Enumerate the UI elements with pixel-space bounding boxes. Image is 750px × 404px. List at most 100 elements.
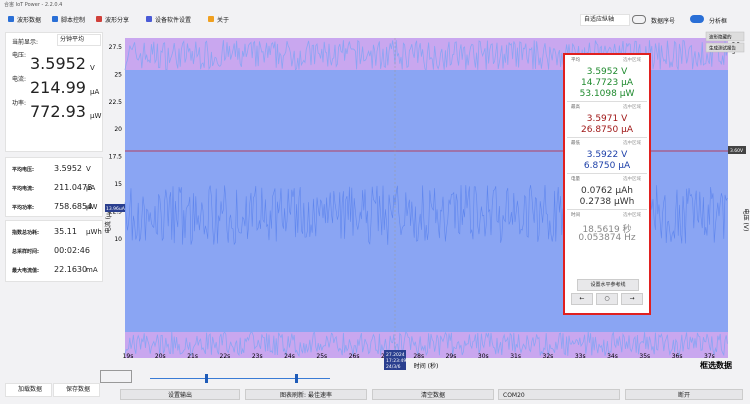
menu-icon[interactable] <box>8 16 14 22</box>
x-tick-label: 30s <box>478 353 489 360</box>
x-tick-label: 36s <box>672 353 683 360</box>
nav-button[interactable]: → <box>621 293 643 305</box>
menu-item[interactable]: 关于 <box>217 17 230 24</box>
x-tick-label: 20s <box>155 353 166 360</box>
x-tick-label: 21s <box>187 353 198 360</box>
divider <box>567 173 647 174</box>
x-tick-label: 29s <box>446 353 457 360</box>
live-unit: μW <box>90 112 102 120</box>
section-value: 14.7723 μA <box>581 78 633 88</box>
side-button[interactable] <box>705 31 745 42</box>
toolbar-item[interactable]: 清空数据 <box>372 389 494 400</box>
stat-label: 平均电流: <box>12 186 34 192</box>
stat-value: 22.1630 <box>54 265 88 274</box>
section-value: 26.8750 μA <box>581 125 633 135</box>
live-panel <box>5 32 103 152</box>
y-tick-label: 10 <box>114 236 122 243</box>
stat-label: 平均电压: <box>12 167 34 173</box>
marker-bg <box>105 204 125 212</box>
live-unit: μA <box>90 88 100 96</box>
analysis-panel: 平均 选中区域 3.5952 V 14.7723 μA 53.1098 μW 最高 选中区域… <box>563 53 651 315</box>
save-button[interactable]: 保存数据 <box>53 383 100 397</box>
stat-value: 00:02:46 <box>54 246 90 255</box>
toggle-on[interactable] <box>690 15 704 23</box>
button-label: 加载数据 <box>18 386 43 393</box>
divider <box>567 209 647 210</box>
stat-value: 3.5952 <box>54 164 82 173</box>
zoom-icon[interactable] <box>100 370 132 383</box>
label: 当前显示: <box>12 39 39 46</box>
slider-handle[interactable] <box>205 374 208 383</box>
x-tick-label: 35s <box>639 353 650 360</box>
stat-value: 35.11 <box>54 227 77 236</box>
section-value: 53.1098 μW <box>579 89 635 99</box>
toggle[interactable] <box>632 15 646 24</box>
live-value: 214.99 <box>30 78 86 97</box>
section-value: 3.5952 V <box>586 67 628 77</box>
menu-item[interactable]: 波形分享 <box>105 17 130 24</box>
section-title: 最低 <box>571 141 580 146</box>
section-title: 电量 <box>571 177 580 182</box>
panel <box>5 157 103 217</box>
y-tick-label: 27.5 <box>109 44 123 51</box>
toolbar-item[interactable]: COM20 <box>498 389 620 400</box>
x-tick-label: 23s <box>252 353 263 360</box>
axis-mode-select[interactable]: 自适应纵轴 <box>580 14 630 26</box>
x-tick-label: 28s <box>413 353 424 360</box>
menu-item[interactable]: 脚本控制 <box>61 17 86 24</box>
cursor-box <box>384 350 406 370</box>
toggle-label: 分析框 <box>709 18 728 25</box>
menu-icon[interactable] <box>96 16 102 22</box>
voltage-marker: 3.60V <box>730 148 744 154</box>
x-tick-label: 32s <box>543 353 554 360</box>
set-button[interactable]: 设置水平参考线 <box>577 279 639 291</box>
section-scope: 选中区域 <box>623 177 641 182</box>
section-title: 最高 <box>571 105 580 110</box>
toggle-label: 数据序号 <box>651 18 676 25</box>
nav-button[interactable]: ← <box>571 293 593 305</box>
section-value: 3.5971 V <box>586 114 628 124</box>
section-scope: 选中区域 <box>623 141 641 146</box>
section-value: 0.053874 Hz <box>578 233 636 243</box>
side-button-label: 波形隐藏的 <box>709 34 732 41</box>
y2-tick-label: 5 <box>732 50 735 56</box>
window-title: 合宙 IoT Power - 2.2.0.4 <box>4 2 63 8</box>
divider <box>567 101 647 102</box>
section-scope: 选中区域 <box>623 213 641 218</box>
live-value: 772.93 <box>30 102 86 121</box>
toolbar-item[interactable]: 图表刷新: 最佳速率 <box>245 389 367 400</box>
x-tick-label: 34s <box>607 353 618 360</box>
menu-item[interactable]: 设备软件设置 <box>155 17 192 24</box>
toolbar-item[interactable]: 断开 <box>625 389 743 400</box>
side-button[interactable] <box>705 42 745 53</box>
current-marker: 13.96uA <box>106 206 126 212</box>
menu-item[interactable]: 波形数据 <box>17 17 42 24</box>
nav-button[interactable]: ○ <box>596 293 618 305</box>
section-scope: 选中区域 <box>623 105 641 110</box>
slider-handle[interactable] <box>295 374 298 383</box>
y-axis-label: 电流 (μA) <box>104 207 112 234</box>
toolbar-item[interactable]: 设置输出 <box>120 389 240 400</box>
y-tick-label: 15 <box>114 181 122 188</box>
noise-bottom <box>124 331 728 358</box>
range-slider[interactable] <box>150 378 330 379</box>
y-tick-label: 20 <box>114 126 122 133</box>
display-select[interactable]: 分钟平均 <box>57 34 101 46</box>
x-tick-label: 22s <box>220 353 231 360</box>
button-label: 保存数据 <box>66 386 91 393</box>
panel <box>5 220 103 282</box>
stat-value: 211.0478 <box>54 183 93 192</box>
x-tick-label: 26s <box>349 353 360 360</box>
load-button[interactable]: 加载数据 <box>5 383 52 397</box>
y-tick-label: 22.5 <box>109 99 123 106</box>
menu-icon[interactable] <box>208 16 214 22</box>
stat-unit: μW <box>86 203 98 211</box>
cursor-text: 27.2024 <box>386 352 405 358</box>
stat-unit: V <box>86 165 91 173</box>
section-value: 0.0762 μAh <box>581 186 633 196</box>
menu-icon[interactable] <box>52 16 58 22</box>
menu-icon[interactable] <box>146 16 152 22</box>
live-label: 电流: <box>12 76 27 83</box>
marker-bg <box>728 146 746 154</box>
